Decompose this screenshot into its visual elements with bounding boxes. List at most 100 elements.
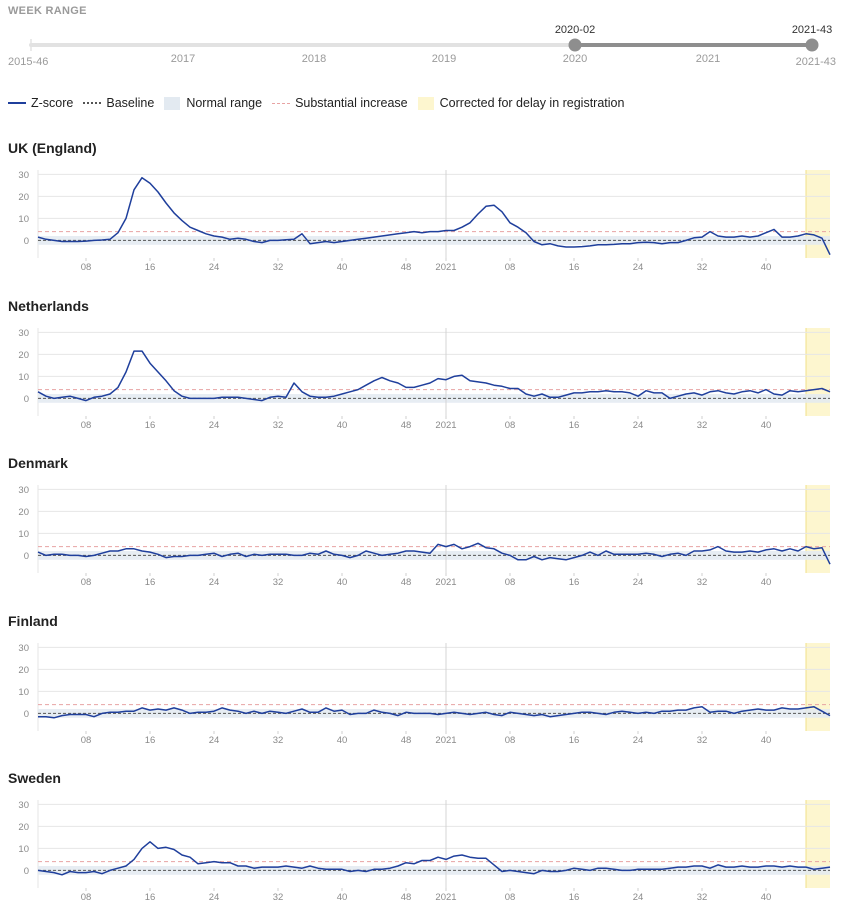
year-label: 2017 (171, 53, 195, 65)
week-range-slider[interactable]: 2020-02 2021-43 2015-46 2021-43 2017 2018 2019… (0, 18, 851, 72)
x-tick-label: 48 (401, 735, 412, 743)
x-tick-label: 16 (145, 735, 156, 743)
x-tick-label: 08 (81, 420, 92, 428)
year-label: 2018 (302, 53, 326, 65)
x-tick-label: 40 (761, 262, 772, 270)
legend-item-baseline[interactable]: Baseline (83, 96, 154, 110)
x-tick-label: 40 (337, 735, 348, 743)
y-tick-label: 0 (24, 551, 29, 562)
y-tick-label: 10 (18, 687, 29, 698)
x-tick-label: 32 (697, 892, 708, 900)
x-tick-label: 24 (209, 892, 220, 900)
substantial-swatch (272, 102, 291, 104)
x-tick-label: 2021 (435, 735, 456, 743)
y-tick-label: 30 (18, 800, 29, 811)
y-tick-label: 20 (18, 192, 29, 203)
x-tick-label: 24 (633, 577, 644, 585)
x-tick-label: 24 (209, 735, 220, 743)
x-tick-label: 2021 (435, 262, 456, 270)
x-tick-label: 08 (505, 420, 516, 428)
y-tick-label: 0 (24, 709, 29, 720)
y-tick-label: 10 (18, 214, 29, 225)
x-tick-label: 16 (569, 735, 580, 743)
y-tick-label: 0 (24, 866, 29, 877)
x-tick-label: 08 (505, 577, 516, 585)
x-tick-label: 40 (761, 577, 772, 585)
x-tick-label: 24 (209, 262, 220, 270)
y-tick-label: 30 (18, 328, 29, 339)
y-tick-label: 30 (18, 170, 29, 181)
y-tick-label: 30 (18, 485, 29, 496)
x-tick-label: 16 (569, 892, 580, 900)
x-tick-label: 40 (337, 420, 348, 428)
range-end-label: 2021-43 (796, 56, 836, 68)
chart-title-denmark: Denmark (8, 455, 68, 471)
selected-start-label: 2020-02 (555, 24, 595, 36)
x-tick-label: 48 (401, 577, 412, 585)
x-tick-label: 08 (81, 892, 92, 900)
slider-end-handle[interactable] (805, 38, 819, 52)
x-tick-label: 24 (633, 892, 644, 900)
x-tick-label: 40 (337, 577, 348, 585)
y-tick-label: 30 (18, 643, 29, 654)
x-tick-label: 16 (569, 262, 580, 270)
baseline-swatch (83, 102, 102, 104)
y-tick-label: 10 (18, 529, 29, 540)
x-tick-label: 32 (273, 577, 284, 585)
chart-denmark: 0 10 20 30 08 16 24 32 40 48 2021 08 16 24 32 40 (18, 485, 831, 585)
x-tick-label: 32 (273, 735, 284, 743)
x-tick-label: 40 (761, 892, 772, 900)
y-tick-label: 20 (18, 665, 29, 676)
x-tick-label: 16 (569, 420, 580, 428)
x-tick-label: 32 (697, 262, 708, 270)
x-tick-label: 40 (761, 420, 772, 428)
x-tick-label: 08 (505, 892, 516, 900)
x-tick-label: 16 (145, 577, 156, 585)
x-tick-label: 40 (337, 892, 348, 900)
x-tick-label: 16 (145, 892, 156, 900)
y-tick-label: 20 (18, 507, 29, 518)
chart-title-netherlands: Netherlands (8, 298, 89, 314)
x-tick-label: 16 (569, 577, 580, 585)
chart-title-sweden: Sweden (8, 770, 61, 786)
x-tick-label: 32 (697, 420, 708, 428)
chart-netherlands: 0 10 20 30 08 16 24 32 40 48 2021 08 16 24 32 40 (18, 328, 831, 428)
legend-item-substantial-increase[interactable]: Substantial increase (272, 96, 408, 110)
x-tick-label: 48 (401, 262, 412, 270)
legend-item-normal-range[interactable]: Normal range (164, 96, 262, 110)
zscore-line (37, 350, 831, 402)
legend-label-zscore: Z-score (31, 96, 74, 110)
legend-label-normal-range: Normal range (186, 96, 263, 110)
chart-title-finland: Finland (8, 613, 58, 629)
x-tick-label: 08 (505, 735, 516, 743)
normal-range-swatch (164, 96, 181, 110)
x-tick-label: 2021 (435, 577, 456, 585)
x-tick-label: 32 (697, 577, 708, 585)
corrected-swatch (417, 96, 434, 110)
selected-end-label: 2021-43 (792, 24, 832, 36)
legend-item-corrected[interactable]: Corrected for delay in registration (417, 96, 624, 110)
y-tick-label: 0 (24, 394, 29, 405)
zscore-swatch (8, 102, 26, 104)
y-tick-label: 10 (18, 844, 29, 855)
year-label: 2020 (563, 53, 587, 65)
zscore-line (38, 706, 831, 719)
legend-label-substantial-increase: Substantial increase (295, 96, 408, 110)
x-tick-label: 08 (81, 735, 92, 743)
legend-item-zscore[interactable]: Z-score (8, 96, 73, 110)
x-tick-label: 32 (273, 420, 284, 428)
x-tick-label: 48 (401, 420, 412, 428)
chart-finland: 0 10 20 30 08 16 24 32 40 48 2021 08 16 24 32 40 (18, 643, 831, 743)
x-tick-label: 40 (337, 262, 348, 270)
x-tick-label: 48 (401, 892, 412, 900)
x-tick-label: 24 (209, 577, 220, 585)
y-tick-label: 10 (18, 372, 29, 383)
slider-start-handle[interactable] (568, 38, 582, 52)
y-tick-label: 20 (18, 822, 29, 833)
year-label: 2021 (696, 53, 720, 65)
x-tick-label: 2021 (435, 892, 456, 900)
x-tick-label: 40 (761, 735, 772, 743)
chart-sweden: 0 10 20 30 08 16 24 32 40 48 2021 08 16 24 32 40 (18, 800, 831, 900)
legend: Z-score Baseline Normal range Substantia… (8, 94, 634, 112)
x-tick-label: 24 (209, 420, 220, 428)
